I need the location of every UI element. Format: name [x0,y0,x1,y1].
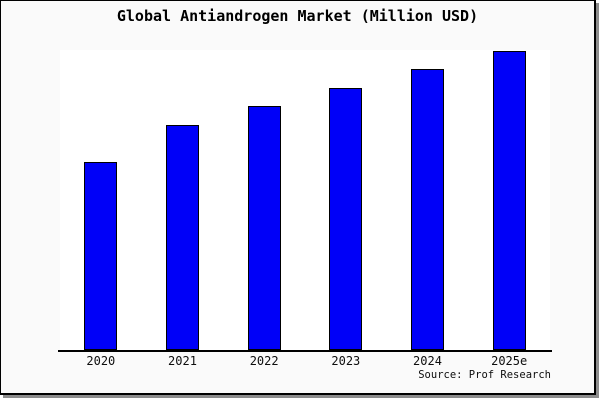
bar-2024 [411,68,444,350]
x-tick-label-2021: 2021 [168,354,197,368]
x-tick-label-2020: 2020 [86,354,116,368]
bar-2023 [329,88,363,350]
bar-2020 [84,161,118,350]
x-tick-label-2025e: 2025e [491,354,528,368]
bar-2022 [247,106,281,350]
bar-2021 [166,124,199,350]
x-tick-label-2024: 2024 [413,354,442,368]
x-axis-ticks: 2020 2021 2022 2023 2024 2025e [60,354,550,369]
x-tick-label-2022: 2022 [249,354,279,368]
bar-2025e [492,51,526,350]
x-tick-label-2023: 2023 [331,354,361,368]
chart-title: Global Antiandrogen Market (Million USD) [116,7,479,25]
plot-area [60,50,550,350]
x-axis-line [58,350,552,352]
source-note: Source: Prof Research [418,369,551,381]
